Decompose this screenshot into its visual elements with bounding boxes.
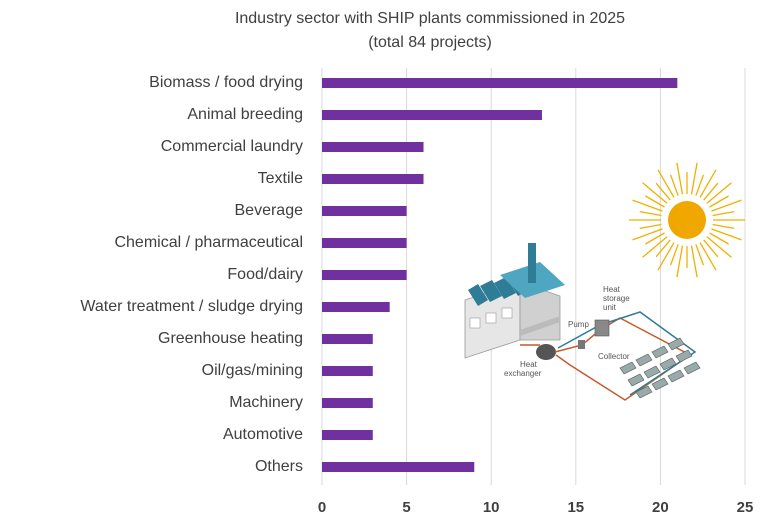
x-tick-label: 20 [652, 499, 669, 516]
y-tick-label: Textile [258, 170, 303, 187]
chart-title: Industry sector with SHIP plants commiss… [235, 10, 625, 27]
y-tick-label: Biomass / food drying [149, 74, 303, 91]
x-tick-label: 15 [567, 499, 584, 516]
factory-illustration [464, 243, 701, 401]
sun-illustration [629, 162, 745, 278]
bar [322, 238, 407, 248]
y-tick-label: Greenhouse heating [158, 330, 303, 347]
bar [322, 302, 390, 312]
y-tick-label: Others [255, 458, 303, 475]
bars [322, 78, 678, 472]
y-tick-label: Machinery [229, 394, 303, 411]
y-tick-label: Oil/gas/mining [202, 362, 303, 379]
bar [322, 334, 373, 344]
y-tick-label: Automotive [223, 426, 303, 443]
x-tick-label: 10 [483, 499, 500, 516]
bar [322, 174, 424, 184]
y-tick-label: Food/dairy [227, 266, 303, 283]
bar [322, 398, 373, 408]
bar [322, 366, 373, 376]
label-heat-exchanger: exchanger [504, 369, 542, 378]
label-heat-storage: Heat [603, 285, 621, 294]
bar [322, 206, 407, 216]
x-tick-label: 25 [737, 499, 754, 516]
label-heat-storage: unit [603, 303, 617, 312]
x-tick-label: 5 [402, 499, 410, 516]
y-tick-label: Commercial laundry [161, 138, 303, 155]
bar [322, 110, 542, 120]
y-tick-label: Water treatment / sludge drying [80, 298, 303, 315]
bar [322, 270, 407, 280]
chart-subtitle: (total 84 projects) [368, 34, 492, 51]
bar [322, 430, 373, 440]
label-pump: Pump [568, 320, 589, 329]
bar [322, 142, 424, 152]
bar [322, 462, 475, 472]
grid [321, 68, 746, 485]
y-tick-label: Chemical / pharmaceutical [114, 234, 303, 251]
y-tick-label: Animal breeding [187, 106, 303, 123]
y-tick-label: Beverage [235, 202, 304, 219]
label-heat-storage: storage [603, 294, 630, 303]
label-collector: Collector [598, 352, 630, 361]
x-tick-label: 0 [318, 499, 326, 516]
bar [322, 78, 678, 88]
label-heat-exchanger: Heat [520, 360, 538, 369]
